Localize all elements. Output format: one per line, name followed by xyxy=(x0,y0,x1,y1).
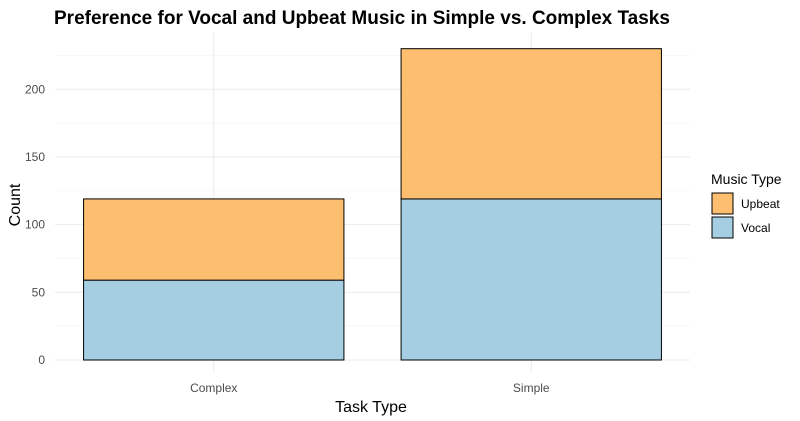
bar-simple-vocal xyxy=(400,198,662,361)
y-axis-title: Count xyxy=(7,183,24,226)
legend-label-upbeat: Upbeat xyxy=(741,197,780,211)
y-tick-label: 150 xyxy=(25,150,45,164)
chart-title: Preference for Vocal and Upbeat Music in… xyxy=(54,8,670,29)
legend-title: Music Type xyxy=(711,171,782,187)
y-tick-label: 100 xyxy=(25,218,45,232)
bar-complex-upbeat xyxy=(83,198,345,281)
y-tick-label: 200 xyxy=(25,82,45,96)
y-tick-label: 50 xyxy=(32,285,46,299)
y-tick-label: 0 xyxy=(38,353,45,367)
bar-complex-vocal xyxy=(83,279,345,361)
x-tick-label: Simple xyxy=(513,381,550,395)
legend-swatch-upbeat xyxy=(711,192,734,215)
legend-label-vocal: Vocal xyxy=(741,221,770,235)
legend: Music Type Upbeat Vocal xyxy=(711,171,782,239)
x-tick-label: Complex xyxy=(190,381,237,395)
y-axis-ticks: 0 50 100 150 200 xyxy=(25,82,45,367)
bar-simple-upbeat xyxy=(400,48,662,200)
legend-swatch-vocal xyxy=(711,216,734,239)
x-axis-ticks: Complex Simple xyxy=(190,381,550,395)
bars xyxy=(83,48,662,361)
x-axis-title: Task Type xyxy=(335,399,407,416)
